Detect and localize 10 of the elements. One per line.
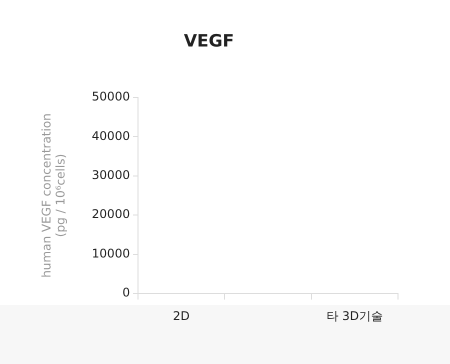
y-tick-label: 40000 <box>92 128 130 143</box>
y-tick-label: 0 <box>122 286 130 300</box>
y-tick-label: 20000 <box>92 207 130 222</box>
y-tick-label: 50000 <box>92 90 130 104</box>
chart-title: VEGF <box>184 32 234 52</box>
y-axis-title: human VEGF concentration (pg / 10⁶cells) <box>39 113 68 278</box>
y-tick-label: 10000 <box>92 246 130 260</box>
x-tick-label: 2D <box>172 308 190 323</box>
y-tick-label: 30000 <box>92 168 130 182</box>
x-tick-label: 타 3D기술 <box>326 308 384 323</box>
